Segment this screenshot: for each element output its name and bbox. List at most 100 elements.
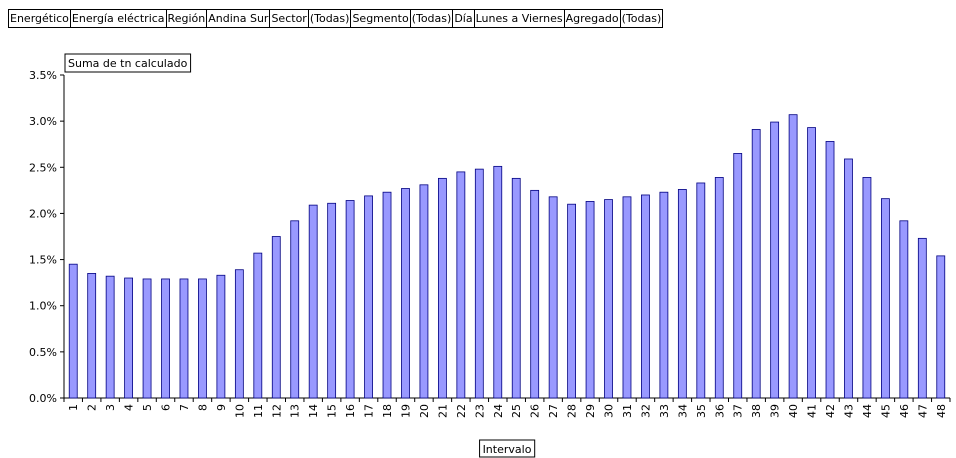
- bar: [234, 269, 244, 399]
- bar: [68, 263, 78, 399]
- bar: [917, 237, 927, 399]
- x-tick-label: 11: [252, 404, 265, 418]
- bar: [899, 220, 909, 399]
- x-tick-label: 30: [603, 404, 616, 418]
- filter-value[interactable]: (Todas): [619, 9, 664, 28]
- x-tick-label: 2: [86, 404, 99, 411]
- filter-bar: Energético Energía eléctrica Región Andina …: [8, 9, 664, 28]
- bar: [622, 196, 632, 399]
- bar: [124, 277, 134, 399]
- bar: [474, 168, 484, 399]
- x-tick-label: 36: [713, 404, 726, 418]
- x-tick-label: 5: [141, 404, 154, 411]
- x-tick-label: 26: [529, 404, 542, 418]
- bar: [216, 274, 226, 399]
- bar: [659, 191, 669, 399]
- bar: [604, 199, 613, 399]
- bar: [585, 201, 595, 399]
- bar: [161, 278, 170, 399]
- x-tick-label: 37: [732, 404, 745, 418]
- bar: [419, 184, 429, 399]
- bar: [770, 121, 780, 399]
- x-tick-label: 33: [658, 404, 671, 418]
- bar: [198, 278, 207, 399]
- x-tick-label: 45: [879, 404, 892, 418]
- x-tick-label: 35: [695, 404, 708, 418]
- x-tick-label: 41: [806, 404, 819, 418]
- x-tick-label: 10: [233, 404, 246, 418]
- bar: [179, 278, 189, 399]
- x-tick-label: 14: [307, 404, 320, 418]
- bar: [511, 177, 521, 399]
- bar: [677, 189, 687, 399]
- x-tick-label: 27: [547, 404, 560, 418]
- y-tick-label: 2.5%: [29, 161, 57, 174]
- x-tick-label: 4: [123, 404, 136, 411]
- x-tick-label: 12: [270, 404, 283, 418]
- bar: [308, 204, 318, 399]
- bar: [825, 141, 835, 399]
- bar: [788, 114, 798, 399]
- bar: [641, 194, 650, 399]
- x-tick-label: 43: [842, 404, 855, 418]
- x-tick-label: 19: [399, 404, 412, 418]
- y-tick-label: 0.0%: [29, 392, 57, 405]
- x-tick-label: 34: [676, 404, 689, 418]
- y-axis-label-box: [64, 53, 192, 73]
- bar: [807, 127, 816, 399]
- bar: [880, 198, 890, 399]
- x-tick-label: 15: [326, 404, 339, 418]
- y-axis-label: Suma de tn calculado: [68, 57, 188, 70]
- y-tick-label: 0.5%: [29, 346, 57, 359]
- x-tick-label: 40: [787, 404, 800, 418]
- bar: [105, 275, 115, 399]
- bar: [493, 165, 503, 399]
- bar: [733, 153, 743, 399]
- x-tick-label: 44: [861, 404, 874, 418]
- x-tick-label: 28: [566, 404, 579, 418]
- bar: [456, 171, 466, 399]
- bar: [327, 202, 337, 399]
- x-tick-label: 21: [436, 404, 449, 418]
- bar: [714, 177, 724, 399]
- bar: [696, 182, 706, 399]
- bar: [345, 200, 355, 399]
- bar: [844, 158, 853, 399]
- x-tick-label: 7: [178, 404, 191, 411]
- x-tick-label: 17: [363, 404, 376, 418]
- x-tick-label: 47: [916, 404, 929, 418]
- bar: [290, 220, 300, 399]
- x-axis-label: Intervalo: [483, 443, 532, 456]
- x-tick-label: 8: [196, 404, 209, 411]
- bar: [271, 236, 281, 399]
- x-tick-label: 42: [824, 404, 837, 418]
- bar: [364, 195, 373, 399]
- x-tick-label: 31: [621, 404, 634, 418]
- bar: [253, 252, 263, 399]
- bar: [548, 196, 558, 399]
- bar: [936, 255, 946, 399]
- x-tick-label: 23: [473, 404, 486, 418]
- x-tick-label: 32: [639, 404, 652, 418]
- x-tick-label: 16: [344, 404, 357, 418]
- x-tick-label: 6: [160, 404, 173, 411]
- bar: [87, 273, 97, 399]
- y-tick-label: 3.0%: [29, 115, 57, 128]
- x-tick-label: 9: [215, 404, 228, 411]
- x-tick-label: 29: [584, 404, 597, 418]
- x-tick-label: 24: [492, 404, 505, 418]
- bar: [567, 203, 577, 399]
- y-tick-label: 3.5%: [29, 69, 57, 82]
- bar: [401, 188, 410, 399]
- x-tick-label: 18: [381, 404, 394, 418]
- x-tick-label: 20: [418, 404, 431, 418]
- x-tick-label: 3: [104, 404, 117, 411]
- x-tick-label: 1: [67, 404, 80, 411]
- x-axis-label-box: [479, 439, 536, 458]
- bar: [382, 191, 392, 399]
- x-tick-label: 39: [769, 404, 782, 418]
- y-tick-label: 1.0%: [29, 300, 57, 313]
- bar: [530, 189, 540, 399]
